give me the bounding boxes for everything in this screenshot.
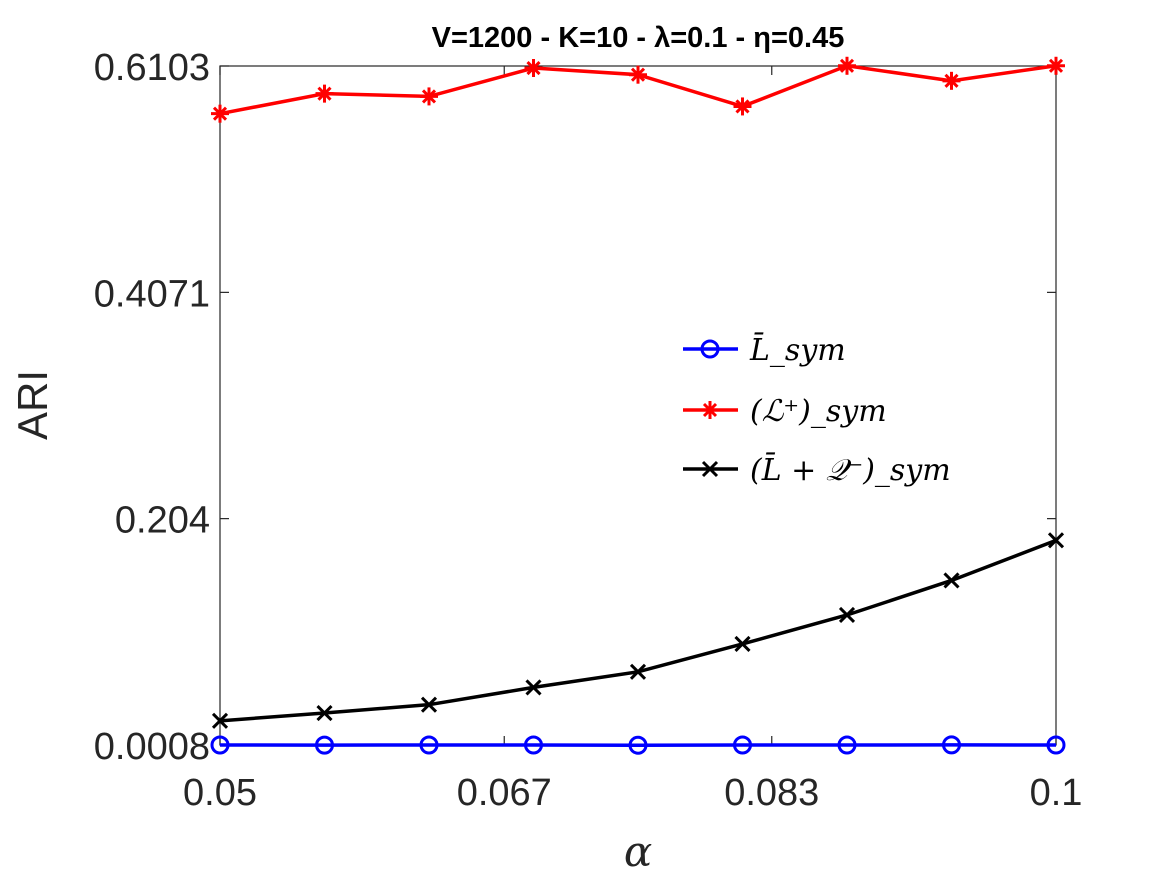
y-tick-label: 0.0008 — [94, 726, 210, 768]
data-point — [838, 56, 856, 75]
data-point — [838, 606, 856, 624]
data-point — [315, 84, 334, 103]
series-2 — [211, 532, 1065, 729]
data-point — [733, 97, 752, 116]
x-tick-label: 0.083 — [724, 772, 819, 814]
data-point — [629, 65, 647, 84]
y-tick-label: 0.6103 — [94, 47, 210, 89]
data-point — [211, 104, 229, 123]
legend: L̄_sym (ℒ⁺)_sym (L̄ + 𝒬⁻)_sym — [683, 332, 951, 488]
plot-area — [219, 65, 1057, 746]
data-point — [837, 735, 857, 755]
x-tick-label: 0.05 — [183, 772, 257, 814]
data-point — [628, 735, 648, 755]
data-point — [315, 735, 334, 755]
data-point — [1047, 532, 1065, 549]
legend-entry-lplus-sym: (ℒ⁺)_sym — [683, 394, 887, 429]
data-point — [524, 735, 543, 755]
data-point — [524, 59, 543, 78]
legend-label-lbar-qminus-sym: (L̄ + 𝒬⁻)_sym — [750, 452, 951, 488]
legend-label-lsym: L̄_sym — [749, 332, 846, 368]
y-tick-label: 0.4071 — [94, 273, 210, 315]
data-point — [734, 635, 751, 653]
legend-marker-x — [701, 460, 719, 478]
legend-marker-asterisk — [701, 401, 719, 419]
data-point — [210, 735, 230, 755]
x-tick-label: 0.067 — [457, 772, 552, 814]
data-point — [1047, 56, 1065, 75]
data-point — [420, 87, 438, 106]
series-0 — [210, 735, 1066, 755]
legend-entry-lbar-qminus-sym: (L̄ + 𝒬⁻)_sym — [683, 452, 951, 488]
series-1 — [211, 56, 1065, 123]
y-axis-label: ARI — [9, 370, 56, 440]
data-point — [942, 735, 961, 755]
data-point — [942, 71, 961, 90]
x-axis-label: α — [624, 827, 652, 875]
x-tick-label: 0.1 — [1030, 772, 1083, 814]
legend-marker-circle — [700, 339, 720, 359]
data-point — [629, 663, 647, 680]
data-point — [733, 735, 752, 755]
legend-entry-lsym: L̄_sym — [683, 332, 846, 368]
y-tick-label: 0.204 — [115, 500, 210, 542]
data-point — [525, 679, 542, 696]
data-point — [419, 735, 439, 755]
legend-label-lplus-sym: (ℒ⁺)_sym — [750, 394, 887, 429]
chart-title: V=1200 - K=10 - λ=0.1 - η=0.45 — [432, 22, 845, 54]
data-point — [943, 572, 960, 589]
data-point — [1046, 735, 1066, 755]
data-point — [316, 704, 333, 722]
data-point — [211, 712, 229, 729]
data-point — [420, 696, 438, 713]
